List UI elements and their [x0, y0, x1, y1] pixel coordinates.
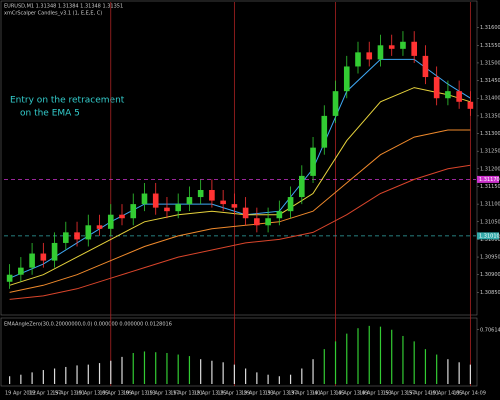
x-tick-label: 19 Apr 14:05 — [430, 391, 463, 397]
x-tick-label: 19 Apr 14:09 — [453, 391, 486, 397]
candle-body — [175, 204, 181, 212]
level-label-bg — [477, 232, 499, 240]
y-tick-label: 1.30850 — [480, 290, 500, 296]
x-tick-label: 19 Apr 13:25 — [194, 391, 227, 397]
candle-body — [287, 197, 294, 212]
candle-body — [242, 207, 249, 219]
annotation: on the EMA 5 — [20, 109, 80, 119]
candle-body — [254, 218, 260, 226]
x-tick-label: 19 Apr 13:05 — [76, 391, 109, 397]
y-tick-label: 1.31000 — [480, 237, 500, 243]
y-tick-label: 1.30950 — [480, 255, 500, 261]
y-tick-label: 1.31500 — [480, 60, 500, 66]
x-tick-label: 19 Apr 12:57 — [29, 391, 62, 397]
candle-body — [197, 190, 204, 198]
y-tick-label: 1.31350 — [480, 113, 500, 119]
candle-body — [343, 66, 350, 92]
candle-body — [85, 225, 92, 240]
x-tick-label: 19 Apr 13:21 — [170, 391, 203, 397]
candle-body — [6, 274, 13, 282]
y-tick-label: 1.31550 — [480, 43, 500, 49]
x-tick-label: 19 Apr 13:49 — [335, 391, 368, 397]
x-tick-label: 19 Apr 13:57 — [383, 391, 416, 397]
indicator-frame — [0, 317, 478, 387]
y-tick-label: 1.31050 — [480, 219, 500, 225]
x-tick-label: 19 Apr 13:45 — [312, 391, 345, 397]
y-tick-label: 1.31150 — [480, 184, 500, 190]
candle-body — [411, 41, 417, 56]
annotation: Entry on the retracement — [10, 96, 125, 106]
candle-body — [18, 267, 24, 275]
x-tick-label: 19 Apr 13:13 — [123, 391, 156, 397]
chart-title: EURUSD,M1 1.31348 1.31384 1.31348 1.3135… — [4, 4, 123, 10]
x-tick-label: 19 Apr 13:17 — [147, 391, 180, 397]
candle-body — [29, 253, 35, 268]
y-tick-label: 1.31200 — [480, 166, 500, 172]
candle-body — [467, 101, 474, 109]
y-tick-label: 1.31450 — [480, 78, 500, 84]
main-frame — [0, 0, 478, 316]
candle-body — [209, 190, 215, 201]
y-tick-label: 1.31600 — [480, 25, 500, 31]
candle-body — [332, 91, 339, 116]
candle-body — [141, 193, 148, 205]
x-tick-label: 19 Apr 13:29 — [217, 391, 250, 397]
candle-body — [130, 204, 137, 219]
level-label: 1.31170 — [479, 177, 500, 183]
candle-body — [388, 45, 395, 49]
candle-body — [40, 253, 47, 261]
ema-line — [9, 164, 471, 300]
level-label: 1.31010 — [479, 233, 500, 239]
candle-body — [186, 197, 193, 205]
candle-body — [321, 115, 328, 148]
chart-subtitle: xmCrScalper Candles_v3.1 (1, E,E,E, C) — [4, 11, 102, 17]
indicator-title: EMAAngleZero(30,0.20000000,0.0) 0.000000… — [4, 322, 172, 328]
indicator-tick-label: 0.70614 — [480, 327, 500, 333]
candle-body — [220, 200, 226, 205]
x-tick-label: 19 Apr 2012 — [5, 391, 36, 397]
x-tick-label: 19 Apr 13:09 — [99, 391, 132, 397]
x-tick-label: 19 Apr 13:37 — [265, 391, 298, 397]
candle-body — [164, 207, 170, 212]
candle-body — [366, 52, 373, 60]
candle-body — [107, 214, 114, 229]
candle-body — [152, 193, 159, 208]
candle-body — [445, 91, 451, 99]
y-tick-label: 1.31400 — [480, 96, 500, 102]
candle-body — [63, 232, 69, 243]
y-tick-label: 1.31250 — [480, 149, 500, 155]
candle-body — [51, 242, 58, 261]
candle-body — [355, 52, 361, 67]
candle-body — [310, 147, 316, 176]
candle-body — [299, 175, 305, 198]
candle-body — [74, 232, 80, 240]
x-tick-label: 19 Apr 13:53 — [359, 391, 392, 397]
candle-body — [96, 225, 103, 229]
x-tick-label: 19 Apr 13:01 — [52, 391, 85, 397]
candle-body — [276, 211, 283, 219]
x-tick-label: 19 Apr 13:33 — [241, 391, 274, 397]
candle-body — [456, 91, 462, 102]
y-tick-label: 1.30900 — [480, 272, 500, 278]
candle-body — [377, 45, 384, 60]
ema-line — [9, 129, 471, 293]
x-tick-label: 19 Apr 14:01 — [406, 391, 439, 397]
level-label-bg — [477, 175, 499, 183]
candle-body — [265, 218, 271, 226]
candle-body — [433, 77, 440, 99]
candle-body — [231, 204, 238, 208]
candle-body — [119, 214, 125, 219]
candle-body — [422, 55, 429, 78]
candle-body — [400, 41, 406, 49]
y-tick-label: 1.31100 — [480, 202, 500, 208]
x-tick-label: 19 Apr 13:41 — [288, 391, 321, 397]
y-tick-label: 1.31300 — [480, 131, 500, 137]
